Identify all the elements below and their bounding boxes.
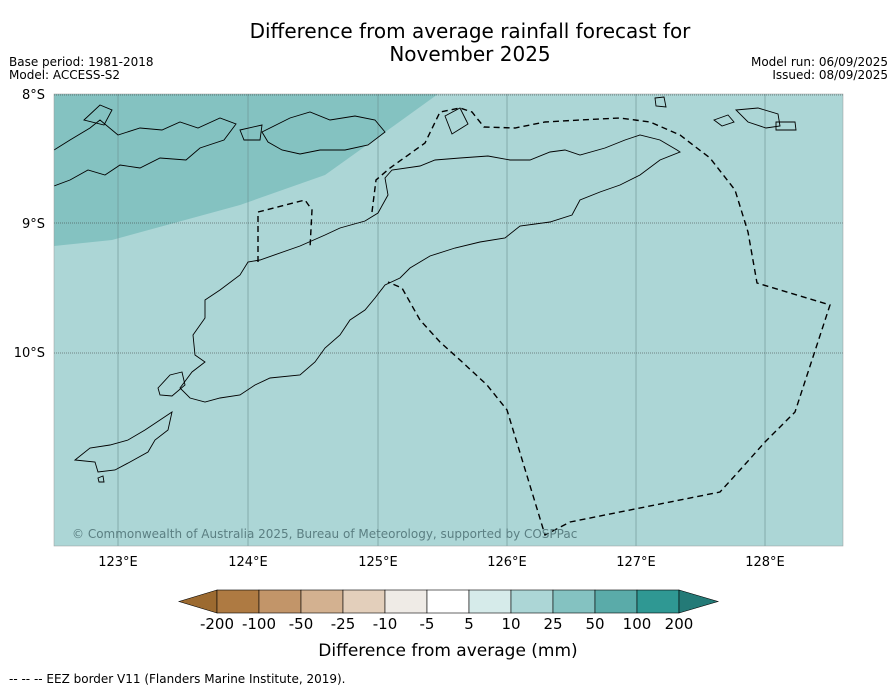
lon-label: 126°E (487, 555, 527, 570)
lat-gridlines (54, 94, 843, 354)
colorbar-cell (300, 589, 344, 614)
colorbar-label: 25 (543, 615, 563, 633)
meta-right: Model run: 06/09/2025 Issued: 08/09/2025 (751, 56, 888, 82)
wetar-north-outline (444, 107, 469, 135)
colorbar-label: -10 (372, 615, 398, 633)
colorbar-label: 50 (585, 615, 605, 633)
eez-legend-note: -- -- -- EEZ border V11 (Flanders Marine… (9, 672, 346, 686)
lat-label: 9°S (22, 217, 45, 232)
colorbar-title: Difference from average (mm) (318, 641, 578, 661)
chart-title: Difference from average rainfall forecas… (249, 19, 691, 66)
base-period: Base period: 1981-2018 (9, 55, 154, 69)
islet-outline (97, 475, 105, 483)
lon-label: 124°E (228, 555, 268, 570)
colorbar-cell (468, 589, 512, 614)
copyright-text: © Commonwealth of Australia 2025, Bureau… (72, 527, 577, 541)
colorbar-cell (384, 589, 428, 614)
colorbar-extend-low (177, 589, 218, 614)
colorbar-cell (636, 589, 680, 614)
anomaly-band-upper (54, 94, 438, 246)
flores-east-outline (83, 104, 113, 126)
island-small-4 (775, 121, 797, 131)
lon-label: 127°E (616, 555, 656, 570)
savu-sumba-outline (73, 411, 173, 473)
issued-date: Issued: 08/09/2025 (772, 68, 888, 82)
alor-islands-outline (261, 111, 386, 155)
coastlines (54, 96, 797, 483)
island-small-1 (654, 96, 667, 108)
colorbar-label: 10 (501, 615, 521, 633)
lat-label: 10°S (14, 346, 45, 361)
colorbar-cell (426, 589, 470, 614)
colorbar-label: -25 (330, 615, 356, 633)
colorbar-cell (216, 589, 260, 614)
colorbar-cell (552, 589, 596, 614)
colorbar-label: 5 (464, 615, 474, 633)
colorbar-label: -100 (241, 615, 277, 633)
lon-label: 128°E (745, 555, 785, 570)
lat-label: 8°S (22, 88, 45, 103)
colorbar-label: 100 (622, 615, 652, 633)
timor-island-outline (179, 134, 681, 403)
island-small-3 (735, 107, 781, 129)
colorbar (177, 589, 720, 614)
colorbar-extend-high (678, 589, 720, 614)
colorbar-label: 200 (664, 615, 694, 633)
gridlines (117, 94, 766, 546)
colorbar-cell (594, 589, 638, 614)
colorbar-cell (510, 589, 554, 614)
eez-border (257, 107, 831, 537)
pantar-outline (239, 124, 263, 141)
model-name: Model: ACCESS-S2 (9, 68, 121, 82)
colorbar-label: -200 (199, 615, 235, 633)
island-small-2 (713, 114, 735, 127)
meta-left: Base period: 1981-2018 Model: ACCESS-S2 (9, 56, 154, 82)
colorbar-cell (258, 589, 302, 614)
lon-label: 123°E (98, 555, 138, 570)
colorbar-cell (342, 589, 386, 614)
lon-label: 125°E (358, 555, 398, 570)
colorbar-label: -50 (288, 615, 314, 633)
flores-island-outline (54, 117, 237, 187)
model-run: Model run: 06/09/2025 (750, 55, 888, 69)
colorbar-label: -5 (419, 615, 435, 633)
roti-island-outline (157, 371, 186, 397)
